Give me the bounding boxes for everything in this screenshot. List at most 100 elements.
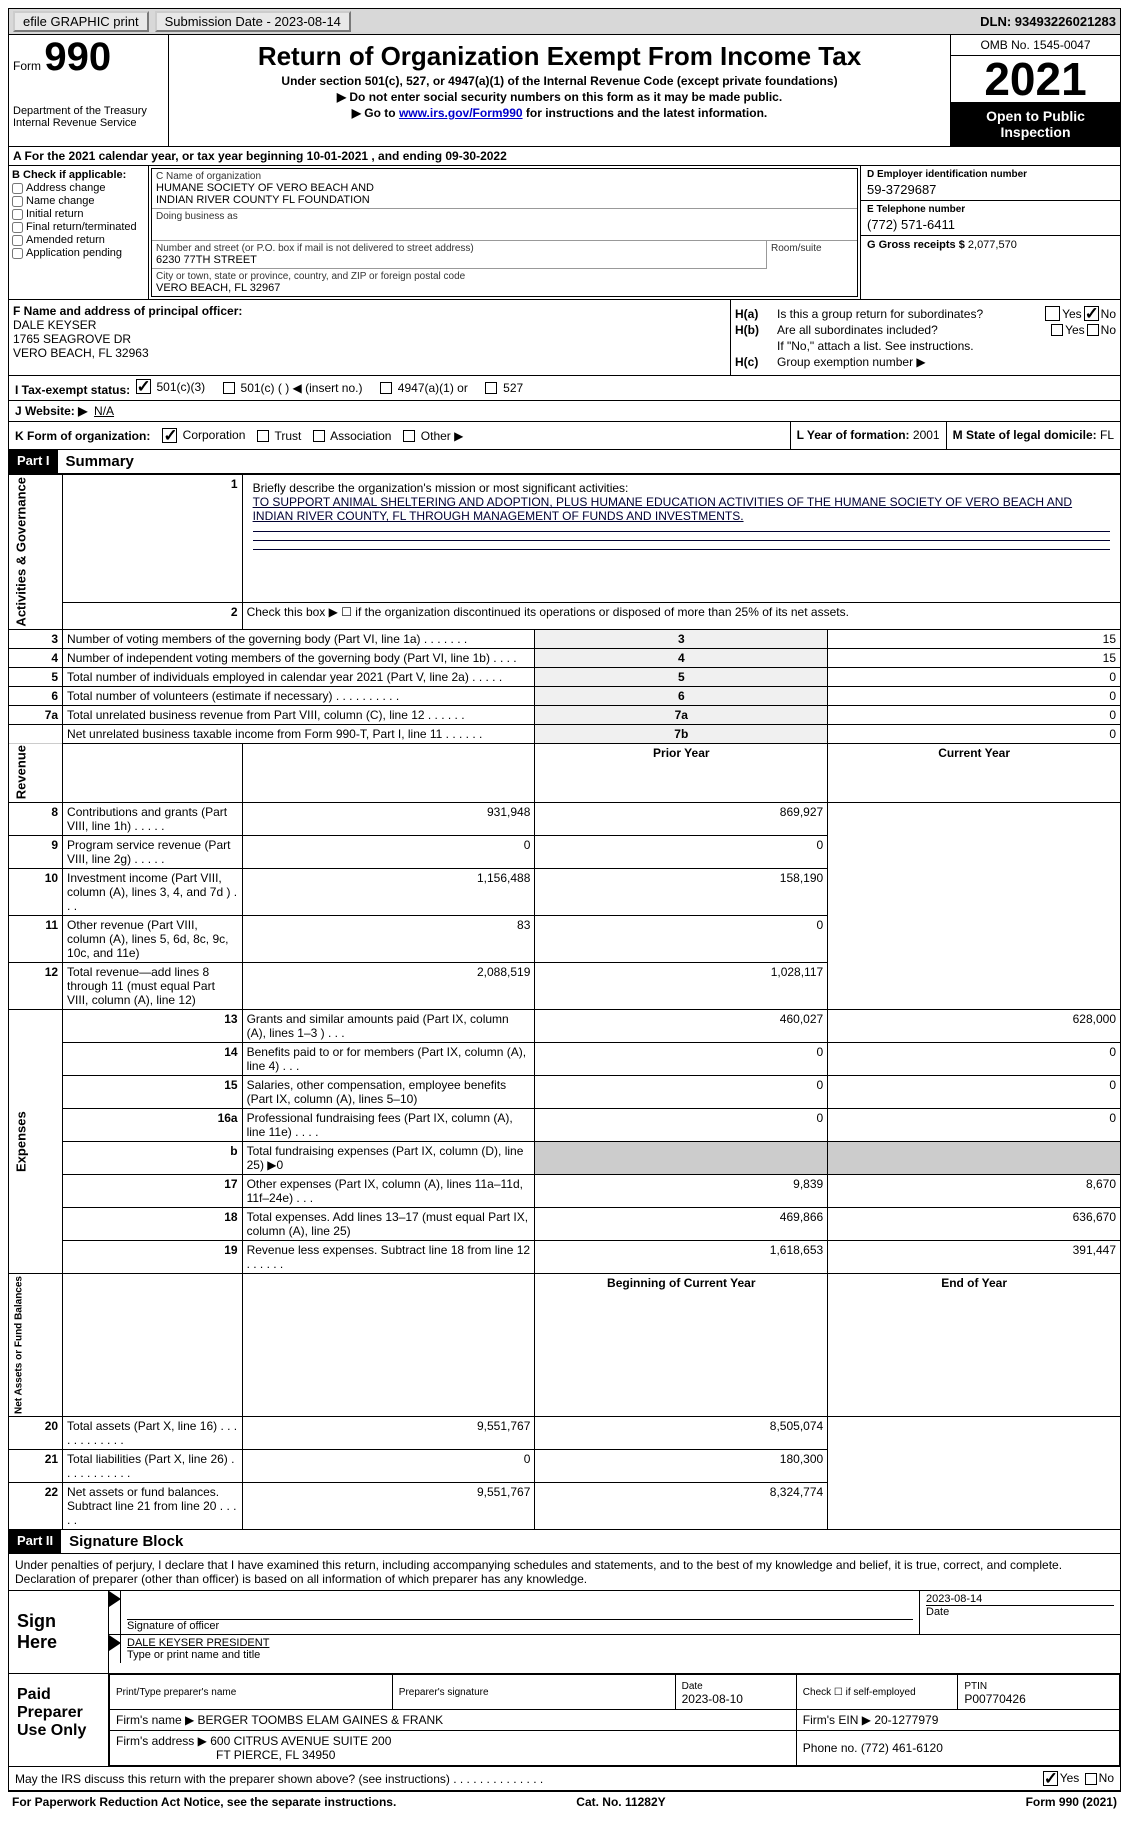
line-num: 6 [9,686,63,705]
b-checkbox[interactable] [12,209,23,220]
line-value: 15 [828,629,1121,648]
col-de: D Employer identification number 59-3729… [860,166,1120,299]
street-address: 6230 77TH STREET [156,254,762,266]
topbar: efile GRAPHIC print Submission Date - 20… [8,8,1121,35]
f-label: F Name and address of principal officer: [13,304,242,318]
line-desc: Number of independent voting members of … [63,648,535,667]
line-desc: Total expenses. Add lines 13–17 (must eq… [242,1208,535,1241]
discuss-row: May the IRS discuss this return with the… [9,1766,1120,1790]
b-option-label: Final return/terminated [26,221,137,233]
current-value: 391,447 [828,1241,1121,1274]
hb-yes-checkbox[interactable] [1051,324,1063,336]
b-checkbox[interactable] [12,196,23,207]
mission-text: TO SUPPORT ANIMAL SHELTERING AND ADOPTIO… [253,495,1073,523]
begin-value: 0 [242,1450,535,1483]
firm-addr1: 600 CITRUS AVENUE SUITE 200 [210,1734,391,1748]
block-h: H(a) Is this a group return for subordin… [730,300,1120,375]
527-checkbox[interactable] [485,382,497,394]
line-box: 5 [535,667,828,686]
line1-label: Briefly describe the organization's miss… [253,481,629,495]
hb-label: H(b) [735,323,777,337]
ha-no-checkbox[interactable] [1084,306,1099,321]
part2-badge: Part II [9,1530,61,1553]
prior-value: 931,948 [242,803,535,836]
firm-name: BERGER TOOMBS ELAM GAINES & FRANK [198,1713,444,1727]
city-state-zip: VERO BEACH, FL 32967 [156,282,853,294]
current-value: 0 [828,1043,1121,1076]
hc-text: Group exemption number ▶ [777,355,926,369]
sig-date-value: 2023-08-14 [926,1593,1114,1605]
discuss-no-checkbox[interactable] [1085,1773,1097,1785]
dept-text: Department of the Treasury Internal Reve… [13,105,164,129]
form-label: Form [13,59,41,73]
discuss-yes-checkbox[interactable] [1043,1771,1058,1786]
b-checkbox[interactable] [12,183,23,194]
line-num: 19 [63,1241,243,1274]
501c3-checkbox[interactable] [136,379,151,394]
col-c-name-block: C Name of organization HUMANE SOCIETY OF… [149,166,860,299]
line-desc: Number of voting members of the governin… [63,629,535,648]
side-activities: Activities & Governance [9,475,63,630]
line-desc: Grants and similar amounts paid (Part IX… [242,1010,535,1043]
line-num: 13 [63,1010,243,1043]
b-option-label: Name change [26,195,95,207]
line-num: 9 [9,836,63,869]
officer-type-label: Type or print name and title [127,1649,1114,1661]
b-checkbox[interactable] [12,235,23,246]
line-desc: Total fundraising expenses (Part IX, col… [242,1142,535,1175]
i-label: I Tax-exempt status: [15,383,130,397]
line-value: 0 [828,667,1121,686]
header-left: Form 990 Department of the Treasury Inte… [9,35,169,146]
ptin-value: P00770426 [964,1692,1025,1706]
begin-value: 9,551,767 [242,1483,535,1530]
trust-checkbox[interactable] [257,430,269,442]
b-checkbox[interactable] [12,248,23,259]
submission-date-button[interactable]: Submission Date - 2023-08-14 [155,11,351,32]
begin-value: 9,551,767 [242,1417,535,1450]
line-box: 6 [535,686,828,705]
signature-block: Under penalties of perjury, I declare th… [8,1554,1121,1791]
hc-label: H(c) [735,355,777,369]
other-checkbox[interactable] [403,430,415,442]
org-name-1: HUMANE SOCIETY OF VERO BEACH AND [156,182,853,194]
501c-checkbox[interactable] [223,382,235,394]
line-desc: Contributions and grants (Part VIII, lin… [63,803,243,836]
date-label: Date [926,1605,1114,1618]
row-j-website: J Website: ▶ N/A [8,401,1121,422]
end-value: 8,505,074 [535,1417,828,1450]
footer-right: Form 990 (2021) [1026,1795,1117,1809]
firm-ein: 20-1277979 [874,1713,938,1727]
line-desc: Net unrelated business taxable income fr… [63,724,535,743]
ha-yes-checkbox[interactable] [1045,306,1060,321]
irs-link[interactable]: www.irs.gov/Form990 [399,106,523,120]
l-year-formation: L Year of formation: 2001 [790,422,946,449]
prior-value: 1,156,488 [242,869,535,916]
line-desc: Total liabilities (Part X, line 26) . . … [63,1450,243,1483]
line-num [9,724,63,743]
preparer-table: Print/Type preparer's name Preparer's si… [109,1674,1120,1766]
hb-text: Are all subordinates included? [777,323,1049,337]
arrow-icon [109,1635,121,1651]
line-desc: Revenue less expenses. Subtract line 18 … [242,1241,535,1274]
note-ssn: ▶ Do not enter social security numbers o… [177,90,942,104]
firm-addr2: FT PIERCE, FL 34950 [216,1748,335,1762]
assoc-checkbox[interactable] [313,430,325,442]
line-num: 14 [63,1043,243,1076]
b-checkbox[interactable] [12,222,23,233]
gross-receipts-value: 2,077,570 [968,239,1017,251]
part1-header-row: Part I Summary [8,450,1121,474]
line-desc: Other revenue (Part VIII, column (A), li… [63,916,243,963]
efile-print-button[interactable]: efile GRAPHIC print [13,11,149,32]
corp-checkbox[interactable] [162,428,177,443]
paid-preparer-label: Paid Preparer Use Only [9,1674,109,1766]
line2-text: Check this box ▶ ☐ if the organization d… [242,602,1120,629]
open-inspection: Open to Public Inspection [951,102,1120,146]
4947-checkbox[interactable] [380,382,392,394]
phone-value: (772) 571-6411 [867,217,1114,232]
line-num: 16a [63,1109,243,1142]
current-value: 636,670 [828,1208,1121,1241]
hb-no-checkbox[interactable] [1087,324,1099,336]
line-box: 4 [535,648,828,667]
line-num: 3 [9,629,63,648]
line-value: 0 [828,686,1121,705]
